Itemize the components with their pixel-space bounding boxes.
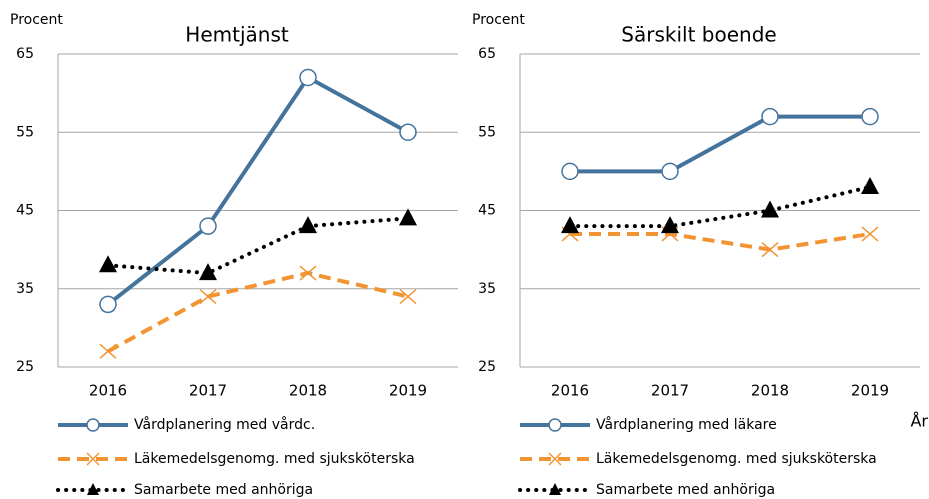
marker [861, 226, 879, 242]
y-tick-label: 25 [478, 359, 496, 375]
marker [661, 162, 679, 181]
x-tick-label: 2019 [851, 382, 889, 400]
marker [761, 107, 779, 126]
y-tick-label: 65 [16, 46, 34, 62]
marker [861, 107, 879, 126]
line [106, 74, 409, 306]
chart-title: Särskilt boende [621, 23, 776, 47]
legend-label: Samarbete med anhöriga [596, 482, 775, 498]
legend-label: Vårdplanering med läkare [596, 416, 777, 433]
marker [199, 263, 217, 281]
marker [99, 343, 117, 359]
y-axis-label: Procent [472, 12, 525, 28]
x-tick-label: 2018 [751, 382, 789, 400]
x-tick-label: 2019 [389, 382, 427, 400]
line [107, 271, 409, 354]
line [570, 114, 870, 174]
legend-marker [549, 483, 561, 495]
x-tick-label: 2017 [651, 382, 689, 400]
marker [661, 216, 679, 234]
chart-title: Hemtjänst [185, 23, 289, 47]
line [106, 216, 410, 276]
line [570, 231, 871, 252]
x-tick-label: 2018 [289, 382, 327, 400]
marker [299, 265, 317, 281]
y-tick-label: 35 [16, 281, 34, 297]
legend-marker [86, 418, 100, 432]
x-axis-label: År [910, 412, 928, 431]
y-tick-label: 45 [16, 203, 34, 219]
marker [399, 289, 417, 305]
x-tick-label: 2016 [551, 382, 589, 400]
x-tick-label: 2016 [89, 382, 127, 400]
y-tick-label: 45 [478, 203, 496, 219]
marker [199, 289, 217, 305]
y-tick-label: 65 [478, 46, 496, 62]
marker [561, 216, 579, 234]
marker [761, 200, 779, 218]
legend-marker [548, 418, 562, 432]
legend-marker [548, 452, 562, 466]
legend-label: Läkemedelsgenomg. med sjuksköterska [134, 451, 415, 467]
marker [399, 123, 417, 141]
marker [399, 208, 417, 226]
line [568, 185, 872, 229]
legend-marker [86, 452, 100, 466]
marker [561, 162, 579, 181]
marker [299, 68, 317, 87]
y-axis-label: Procent [10, 12, 63, 28]
marker [761, 242, 779, 258]
marker [99, 295, 117, 314]
legend-label: Läkemedelsgenomg. med sjuksköterska [596, 451, 877, 467]
marker [299, 216, 317, 234]
y-tick-label: 35 [478, 281, 496, 297]
marker [199, 217, 217, 235]
x-tick-label: 2017 [189, 382, 227, 400]
legend-marker [87, 483, 99, 495]
y-tick-label: 25 [16, 359, 34, 375]
marker [99, 255, 117, 273]
marker [861, 177, 879, 195]
legend-label: Samarbete med anhöriga [134, 482, 313, 498]
y-tick-label: 55 [16, 124, 34, 140]
y-tick-label: 55 [478, 124, 496, 140]
legend-label: Vårdplanering med vårdc. [134, 416, 315, 433]
